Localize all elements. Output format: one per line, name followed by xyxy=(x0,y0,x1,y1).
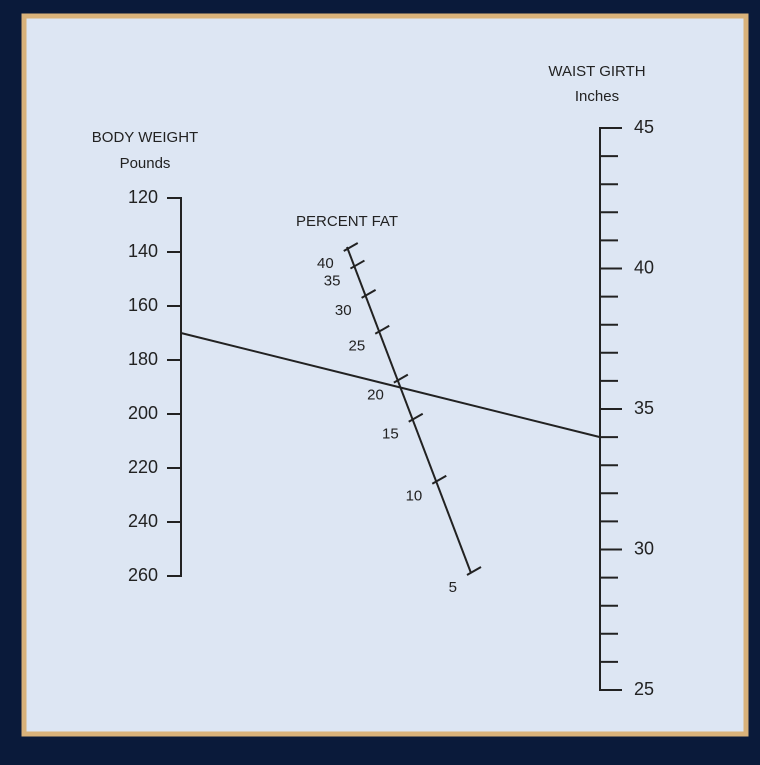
tick xyxy=(431,474,447,485)
tick xyxy=(349,259,365,270)
panel xyxy=(21,13,749,737)
tick-label: 25 xyxy=(634,679,654,699)
tick-label: 25 xyxy=(349,338,366,355)
tick xyxy=(393,373,409,384)
body-weight-unit: Pounds xyxy=(120,155,171,172)
waist-girth-unit: Inches xyxy=(575,88,619,105)
tick-label: 35 xyxy=(324,273,341,290)
tick-label: 180 xyxy=(128,349,158,369)
percent-fat-axis xyxy=(346,246,472,574)
tick-label: 45 xyxy=(634,117,654,137)
reading-line xyxy=(180,332,601,439)
tick-label: 160 xyxy=(128,295,158,315)
tick xyxy=(374,324,390,335)
tick-label: 260 xyxy=(128,565,158,585)
tick-label: 40 xyxy=(317,255,334,272)
tick-label: 30 xyxy=(634,538,654,558)
tick-label: 20 xyxy=(367,387,384,404)
tick-label: 140 xyxy=(128,241,158,261)
tick xyxy=(466,566,482,576)
tick xyxy=(408,412,424,423)
tick-label: 120 xyxy=(128,187,158,207)
tick-label: 200 xyxy=(128,403,158,423)
tick-label: 40 xyxy=(634,257,654,277)
tick-label: 240 xyxy=(128,511,158,531)
body-weight-title: BODY WEIGHT xyxy=(92,129,198,146)
tick xyxy=(343,242,359,252)
tick-label: 10 xyxy=(406,488,423,505)
tick-label: 35 xyxy=(634,398,654,418)
percent-fat-title: PERCENT FAT xyxy=(296,213,398,230)
tick-label: 15 xyxy=(382,426,399,443)
waist-girth-title: WAIST GIRTH xyxy=(548,63,645,80)
tick xyxy=(361,289,377,299)
tick-label: 5 xyxy=(449,579,457,596)
tick-label: 30 xyxy=(335,302,352,319)
tick-label: 220 xyxy=(128,457,158,477)
